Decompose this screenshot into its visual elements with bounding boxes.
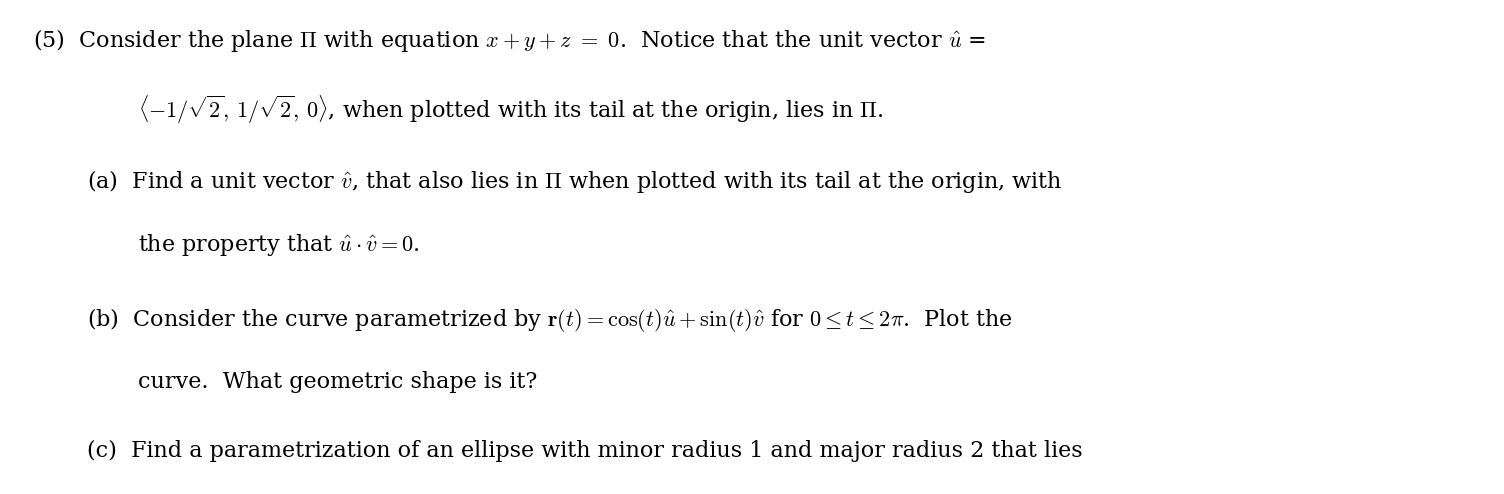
Text: (c)  Find a parametrization of an ellipse with minor radius 1 and major radius 2: (c) Find a parametrization of an ellipse… [87, 440, 1083, 462]
Text: (b)  Consider the curve parametrized by $\mathbf{r}(t) = \cos(t)\hat{u} + \sin(t: (b) Consider the curve parametrized by $… [87, 306, 1012, 334]
Text: $\langle{-1/\sqrt{2},\, 1/\sqrt{2},\, 0}\rangle$, when plotted with its tail at : $\langle{-1/\sqrt{2},\, 1/\sqrt{2},\, 0}… [138, 94, 884, 126]
Text: curve.  What geometric shape is it?: curve. What geometric shape is it? [138, 370, 537, 393]
Text: (a)  Find a unit vector $\hat{v}$, that also lies in $\Pi$ when plotted with its: (a) Find a unit vector $\hat{v}$, that a… [87, 168, 1062, 195]
Text: (5)  Consider the plane $\Pi$ with equation $x + y + z\ =\ 0$.  Notice that the : (5) Consider the plane $\Pi$ with equati… [33, 27, 987, 54]
Text: the property that $\hat{u} \cdot \hat{v} = 0$.: the property that $\hat{u} \cdot \hat{v}… [138, 232, 420, 258]
